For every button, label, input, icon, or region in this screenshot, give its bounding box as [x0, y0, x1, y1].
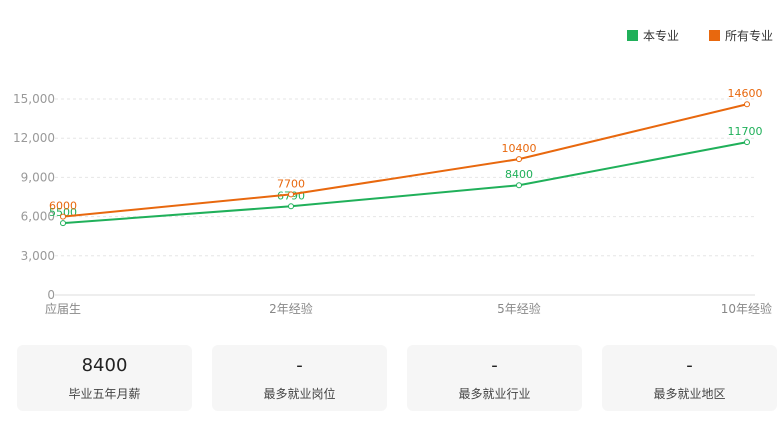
stat-value: -	[491, 354, 498, 376]
legend-swatch-all-majors	[708, 30, 720, 41]
x-tick-label: 10年经验	[721, 301, 772, 316]
stat-card-top-position: - 最多就业岗位	[212, 345, 387, 411]
x-tick-label: 应届生	[45, 301, 81, 316]
series-line-1	[62, 103, 748, 218]
data-point	[516, 182, 522, 189]
stat-label: 最多就业岗位	[263, 386, 336, 401]
data-label: 10400	[502, 142, 537, 155]
data-point	[60, 220, 66, 227]
data-label: 11700	[728, 125, 763, 138]
x-tick-label: 2年经验	[269, 301, 313, 316]
stat-label: 毕业五年月薪	[68, 386, 141, 401]
legend-label-all-majors: 所有专业	[724, 29, 773, 43]
stat-value: 8400	[81, 354, 128, 376]
stats-cards: 8400 毕业五年月薪 - 最多就业岗位 - 最多就业行业 - 最多就业地区	[17, 345, 777, 411]
legend-swatch-major	[626, 30, 638, 41]
y-tick-label: 3,000	[21, 249, 55, 263]
data-label: 14600	[728, 87, 763, 100]
stat-label: 最多就业行业	[458, 386, 531, 401]
data-label: 8400	[505, 168, 533, 181]
stat-card-top-region: - 最多就业地区	[602, 345, 777, 411]
y-tick-label: 9,000	[21, 170, 55, 184]
legend-label-major: 本专业	[642, 29, 679, 43]
data-point	[744, 101, 750, 108]
legend-item-major[interactable]: 本专业	[626, 27, 679, 44]
data-point	[60, 213, 66, 220]
stat-value: -	[686, 354, 693, 376]
y-tick-label: 6,000	[21, 210, 55, 224]
data-point	[516, 156, 522, 163]
stat-card-top-industry: - 最多就业行业	[407, 345, 582, 411]
x-tick-label: 5年经验	[497, 301, 541, 316]
data-point	[744, 139, 750, 146]
stat-value: -	[296, 354, 303, 376]
data-point	[288, 203, 294, 210]
y-tick-label: 12,000	[13, 131, 55, 145]
series-line-0	[62, 141, 748, 225]
stat-card-five-year-salary: 8400 毕业五年月薪	[17, 345, 192, 411]
y-tick-label: 15,000	[13, 92, 55, 106]
legend-item-all-majors[interactable]: 所有专业	[708, 27, 773, 44]
y-tick-label: 0	[47, 288, 55, 302]
chart-legend: 本专业 所有专业	[626, 27, 773, 44]
data-point	[288, 191, 294, 198]
salary-line-chart: 0 3,000 6,000 9,000 12,000 15,000 应届生 2年经验 5年经验 1…	[13, 87, 772, 316]
stat-label: 最多就业地区	[653, 386, 726, 401]
data-label: 7700	[277, 177, 305, 190]
data-label: 6000	[49, 200, 77, 213]
